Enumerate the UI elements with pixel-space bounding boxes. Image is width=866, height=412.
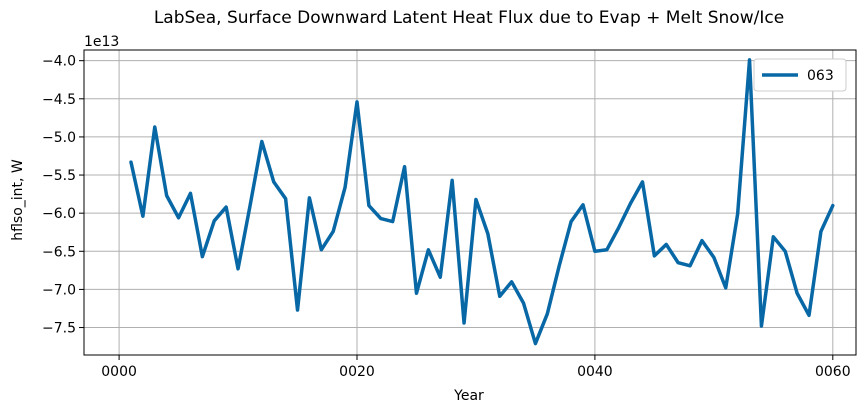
y-tick-label: −7.0: [42, 282, 76, 298]
y-tick-label: −4.0: [42, 54, 76, 70]
y-tick-label: −6.5: [42, 244, 76, 260]
y-tick-label: −6.0: [42, 206, 76, 222]
series-layer: [129, 58, 835, 346]
y-axis: −7.5 −7.0 −6.5 −6.0 −5.5 −5.0 −4.5 −4.0: [42, 54, 84, 337]
y-axis-title: hflso_int, W: [10, 159, 26, 241]
series-line-063: [129, 58, 835, 346]
y-tick-label: −4.5: [42, 92, 76, 108]
x-tick-label: 0060: [815, 364, 851, 380]
legend-box: [753, 58, 847, 92]
x-tick-label: 0000: [101, 364, 137, 380]
x-axis-title: Year: [453, 388, 484, 404]
y-tick-label: −5.0: [42, 130, 76, 146]
plot-border: [83, 49, 857, 356]
grid-lines: [84, 50, 856, 355]
y-offset-label: 1e13: [84, 34, 119, 50]
x-tick-label: 0040: [577, 364, 613, 380]
chart-title: LabSea, Surface Downward Latent Heat Flu…: [154, 8, 784, 28]
y-tick-label: −5.5: [42, 168, 76, 184]
x-axis: 0000 0020 0040 0060: [101, 355, 851, 380]
x-tick-label: 0020: [339, 364, 375, 380]
plot-frame: [83, 49, 857, 356]
legend-label: 063: [807, 68, 834, 84]
legend: 063: [753, 58, 847, 92]
y-tick-label: −7.5: [42, 321, 76, 337]
